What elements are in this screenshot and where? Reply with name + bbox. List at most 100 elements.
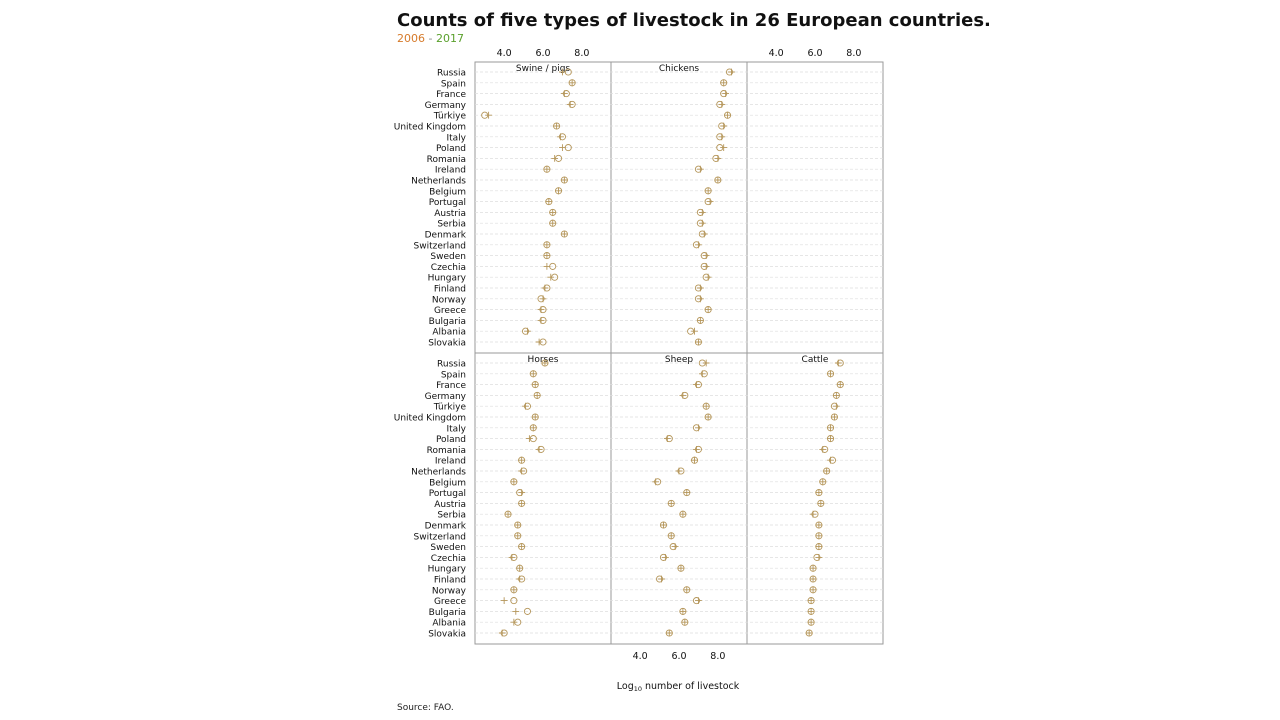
country-label: Austria: [434, 209, 466, 219]
point-2017: [695, 338, 702, 346]
country-label: Netherlands: [411, 177, 466, 187]
country-label: Poland: [436, 144, 466, 154]
point-2017: [691, 456, 698, 464]
x-tick-label: 6.0: [807, 48, 822, 59]
point-2017: [809, 575, 817, 583]
country-label: Serbia: [437, 511, 466, 521]
point-2017: [551, 155, 559, 162]
data-points: [481, 68, 844, 637]
country-label: Türkiye: [433, 403, 467, 413]
point-2017: [485, 111, 492, 119]
country-label: Hungary: [428, 274, 467, 284]
point-2017: [815, 521, 823, 529]
country-label: Russia: [437, 69, 466, 79]
point-2017: [535, 338, 543, 346]
point-2017: [695, 241, 702, 249]
point-2017: [541, 284, 549, 292]
point-2017: [555, 187, 562, 195]
point-2017: [560, 176, 568, 184]
x-tick-label: 8.0: [710, 651, 725, 662]
point-2017: [529, 370, 537, 378]
point-2017: [504, 510, 512, 518]
point-2017: [807, 608, 815, 615]
point-2017: [827, 456, 834, 464]
point-2017: [693, 381, 700, 388]
point-2017: [817, 500, 825, 507]
point-2017: [704, 273, 712, 281]
point-2017: [539, 295, 547, 303]
point-2017: [660, 521, 667, 529]
point-2017: [702, 359, 710, 367]
country-label: Denmark: [425, 522, 467, 532]
point-2017: [508, 554, 516, 561]
country-label: Czechia: [431, 263, 466, 273]
point-2017: [667, 500, 675, 507]
x-tick-label: 4.0: [769, 48, 784, 59]
point-2017: [543, 263, 551, 270]
point-2017: [662, 554, 669, 561]
point-2017: [702, 252, 710, 259]
point-2017: [809, 586, 817, 594]
country-label: Germany: [425, 392, 467, 402]
country-label: Switzerland: [414, 532, 467, 542]
point-2017: [809, 510, 817, 518]
point-2017: [566, 101, 574, 108]
point-2017: [658, 575, 665, 583]
point-2017: [720, 79, 728, 87]
x-tick-label: 8.0: [574, 48, 589, 59]
country-label: Portugal: [429, 489, 466, 499]
country-label: Slovakia: [428, 339, 466, 349]
point-2017: [718, 133, 726, 141]
point-2017: [516, 564, 524, 572]
point-2017: [537, 317, 545, 324]
point-2017: [559, 144, 566, 151]
point-2017: [691, 327, 698, 335]
point-2017: [679, 510, 687, 518]
point-2017: [667, 532, 675, 540]
panel-frames: [474, 61, 884, 645]
point-2017: [543, 252, 551, 259]
point-2017: [683, 489, 691, 496]
point-2017: [531, 413, 539, 421]
country-label: France: [436, 90, 466, 100]
panel-title: Sheep: [665, 355, 693, 365]
point-2017: [704, 187, 712, 195]
point-2017: [819, 446, 827, 453]
point-2017: [537, 306, 545, 313]
country-label: Spain: [441, 79, 466, 89]
point-2017: [518, 456, 526, 464]
point-2006: [523, 607, 532, 615]
country-label: Bulgaria: [429, 608, 466, 618]
point-2017: [695, 424, 702, 432]
point-2017: [514, 521, 522, 529]
country-label: Finland: [434, 576, 466, 586]
point-2017: [510, 478, 518, 486]
panel-title: Chickens: [659, 64, 700, 74]
point-2017: [827, 424, 834, 432]
point-2017: [805, 629, 813, 637]
country-label: Poland: [436, 435, 466, 445]
country-label: Greece: [434, 306, 466, 316]
country-label: Finland: [434, 285, 466, 295]
panel-title: Cattle: [802, 355, 829, 365]
panel-title: Swine / pigs: [516, 64, 570, 74]
country-label: Italy: [446, 424, 466, 434]
point-2017: [518, 543, 526, 550]
country-label: Albania: [432, 619, 466, 629]
country-label: Italy: [446, 133, 466, 143]
legend-2006: 2006: [397, 32, 425, 45]
point-2017: [683, 586, 691, 594]
point-2017: [560, 90, 568, 97]
point-2017: [724, 111, 731, 119]
point-2017: [665, 629, 673, 637]
country-label: United Kingdom: [394, 414, 466, 424]
point-2017: [675, 467, 683, 475]
point-2017: [827, 370, 834, 378]
point-2017: [836, 381, 844, 388]
point-2017: [524, 327, 531, 335]
country-label: Denmark: [425, 231, 467, 241]
point-2017: [714, 155, 722, 162]
point-2017: [547, 273, 555, 281]
legend-2017: 2017: [435, 32, 464, 45]
point-2017: [720, 122, 728, 130]
